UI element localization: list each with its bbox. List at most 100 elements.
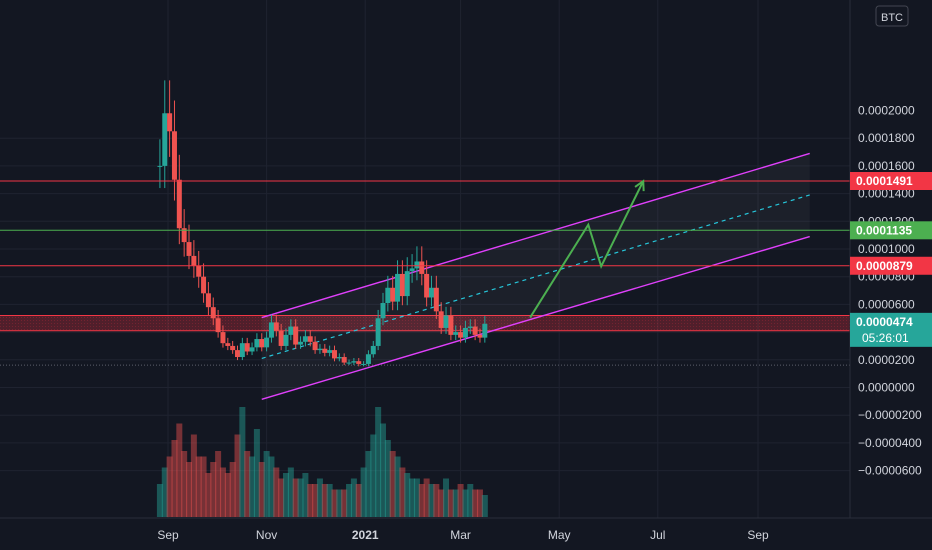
level-price-badge-0 [850, 171, 932, 190]
candle-body [268, 322, 274, 338]
volume-bar [438, 489, 445, 517]
current-price-badge [850, 312, 932, 347]
volume-bar [287, 467, 294, 517]
volume-bar [370, 434, 377, 517]
candle-body [438, 311, 444, 328]
candle-body [254, 339, 260, 348]
candle-body [477, 334, 483, 338]
volume-bar [263, 451, 270, 517]
candle-body [433, 287, 439, 312]
candle-body [235, 350, 241, 358]
channel-lower-line [261, 235, 810, 400]
candle-body [288, 326, 294, 335]
candle-body [167, 113, 173, 132]
candle-body [341, 357, 347, 363]
volume-bar [171, 440, 178, 517]
candle-body [404, 271, 410, 297]
volume-bar [156, 484, 163, 517]
candle-body [215, 318, 221, 333]
time-tick-label: Sep [157, 528, 179, 542]
price-tick-label: 0.0001800 [858, 131, 915, 145]
time-axis-background [0, 518, 932, 550]
candle-body [307, 336, 313, 342]
candle-body [171, 131, 177, 180]
volume-bar [321, 484, 328, 517]
volume-bar [229, 462, 236, 517]
price-tick-label: 0.0000000 [858, 381, 915, 395]
volume-bar [346, 484, 353, 517]
volume-bar [210, 462, 217, 517]
candle-body [365, 354, 371, 364]
currency-badge[interactable]: BTC [875, 5, 909, 27]
time-axis[interactable]: Sep Nov 2021 Mar May Jul Sep [0, 517, 932, 550]
candle-body [322, 348, 328, 353]
volume-bar [375, 407, 382, 517]
candle-body [336, 357, 342, 359]
volume-bar [200, 456, 207, 517]
candle-body [312, 341, 318, 351]
candle-body [157, 165, 163, 167]
price-tick-label: −0.0000400 [858, 436, 922, 450]
candle-body [186, 242, 192, 256]
candle-body [428, 287, 434, 298]
candle-body [346, 362, 352, 364]
volume-bar [399, 467, 406, 517]
candle-body [220, 332, 226, 344]
candle-body [448, 315, 454, 335]
volume-bar [433, 484, 440, 517]
candle-body [293, 326, 299, 345]
grid [0, 0, 850, 518]
price-axis[interactable]: 0.00020000.00018000.00016000.00014000.00… [849, 0, 932, 518]
time-tick-label: Jul [650, 528, 665, 542]
candle-body [162, 113, 168, 166]
volume-bar [268, 456, 275, 517]
volume-bar [166, 456, 173, 517]
projection-path [529, 179, 645, 319]
candle-body [385, 287, 391, 304]
candle-body [298, 341, 304, 345]
volume-bar [215, 451, 222, 517]
candle-body [370, 345, 376, 355]
volume-bar [457, 484, 464, 517]
candle-body [176, 179, 182, 229]
volume-bar [278, 478, 285, 517]
candle-body [210, 307, 216, 319]
volume-bar [302, 473, 309, 517]
volume-bar [195, 456, 202, 517]
candle-body [249, 347, 255, 352]
projection-arrowhead [634, 179, 645, 192]
candle-body [327, 350, 333, 353]
candle-body [424, 273, 430, 298]
candle-body [225, 343, 231, 346]
volume-bar [239, 407, 246, 517]
candle-body [375, 318, 381, 346]
candle-body [467, 326, 473, 328]
volume-bar [379, 423, 386, 517]
volume-bar [389, 451, 396, 517]
volume-bar [326, 484, 333, 517]
volume-bar [273, 467, 280, 517]
volume-bar [224, 473, 231, 517]
candle-body [317, 348, 323, 351]
volume-bar [292, 478, 299, 517]
candle-body [356, 361, 362, 364]
candle-body [419, 261, 425, 274]
price-tick-label: −0.0000600 [858, 464, 922, 478]
volume-bar [297, 478, 304, 517]
candle-body [196, 265, 202, 277]
time-tick-label: May [548, 528, 571, 542]
candle-body [482, 323, 488, 338]
candle-body [380, 303, 386, 319]
volume-bar [355, 484, 362, 517]
volume-bar [467, 484, 474, 517]
volume-bar [176, 423, 183, 517]
candle-body [244, 343, 250, 352]
level-price-badge-text-0: 0.0001491 [856, 174, 913, 188]
candle-body [181, 228, 187, 243]
price-candles [157, 80, 488, 367]
candle-body [395, 273, 401, 302]
candle-body [390, 287, 396, 302]
projection-line [529, 180, 645, 319]
volume-bar [336, 489, 343, 517]
